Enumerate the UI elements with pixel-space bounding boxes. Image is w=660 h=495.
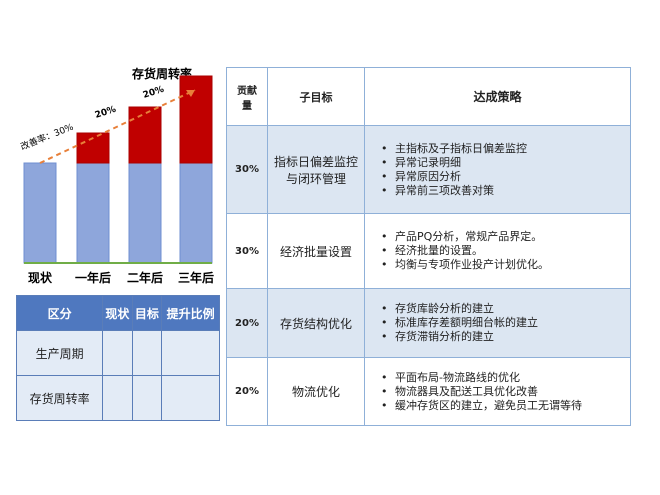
col-header: 提升比例	[161, 295, 220, 331]
strategy-item: 异常前三项改善对策	[381, 184, 630, 198]
col-header: 贡献量	[226, 67, 268, 126]
strategy-item: 均衡与专项作业投产计划优化。	[381, 258, 630, 272]
strategy-list: 主指标及子指标日偏差监控异常记录明细异常原因分析异常前三项改善对策	[365, 142, 630, 198]
row-label: 存货周转率	[15, 375, 104, 421]
col-header: 目标	[131, 295, 163, 331]
strategy-item: 缓冲存货区的建立，避免员工无谓等待	[381, 399, 630, 413]
bar-base	[128, 162, 162, 264]
chart-title: 存货周转率	[131, 66, 192, 81]
row-label: 生产周期	[15, 330, 104, 376]
col-header: 子目标	[267, 67, 365, 126]
sub-goal: 经济批量设置	[267, 213, 365, 289]
cell	[161, 330, 220, 376]
inventory-turnover-chart: 存货周转率 改善率：30% 20% 20% 现状 一年后 二年后 三年后	[19, 66, 214, 285]
contribution: 20%	[226, 288, 268, 358]
sub-goal: 存货结构优化	[267, 288, 365, 358]
table-row: 生产周期	[15, 330, 220, 376]
cell	[131, 330, 163, 376]
bar-base	[179, 162, 213, 264]
cell	[161, 375, 220, 421]
annotation-improve: 改善率：30%	[19, 121, 76, 153]
bar-base	[23, 162, 57, 264]
bar-base	[76, 162, 110, 264]
strategy-cell: 产品PQ分析，常规产品界定。经济批量的设置。均衡与专项作业投产计划优化。	[364, 213, 631, 289]
x-tick-label: 现状	[28, 270, 53, 285]
table-row: 20%存货结构优化存货库龄分析的建立标准库存差额明细台帐的建立存货滞销分析的建立	[226, 288, 631, 358]
strategy-item: 经济批量的设置。	[381, 244, 630, 258]
table-row: 20%物流优化平面布局-物流路线的优化物流器具及配送工具优化改善缓冲存货区的建立…	[226, 357, 631, 426]
sub-goal: 指标日偏差监控与闭环管理	[267, 125, 365, 214]
strategy-item: 产品PQ分析，常规产品界定。	[381, 230, 630, 244]
strategy-list: 存货库龄分析的建立标准库存差额明细台帐的建立存货滞销分析的建立	[365, 302, 630, 344]
col-header: 区分	[15, 295, 104, 331]
bar-increase	[179, 75, 213, 164]
strategy-table: 贡献量 子目标 达成策略 30%指标日偏差监控与闭环管理主指标及子指标日偏差监控…	[226, 67, 631, 426]
strategy-item: 标准库存差额明细台帐的建立	[381, 316, 630, 330]
annotation-y3: 20%	[142, 85, 166, 101]
strategy-item: 异常原因分析	[381, 170, 630, 184]
table-row: 30%指标日偏差监控与闭环管理主指标及子指标日偏差监控异常记录明细异常原因分析异…	[226, 125, 631, 214]
strategy-list: 平面布局-物流路线的优化物流器具及配送工具优化改善缓冲存货区的建立，避免员工无谓…	[365, 371, 630, 413]
strategy-cell: 存货库龄分析的建立标准库存差额明细台帐的建立存货滞销分析的建立	[364, 288, 631, 358]
table-row: 30%经济批量设置产品PQ分析，常规产品界定。经济批量的设置。均衡与专项作业投产…	[226, 213, 631, 289]
strategy-item: 物流器具及配送工具优化改善	[381, 385, 630, 399]
strategy-cell: 平面布局-物流路线的优化物流器具及配送工具优化改善缓冲存货区的建立，避免员工无谓…	[364, 357, 631, 426]
bar-increase	[128, 106, 162, 164]
strategy-item: 存货库龄分析的建立	[381, 302, 630, 316]
trend-arrow	[39, 89, 196, 164]
strategy-item: 主指标及子指标日偏差监控	[381, 142, 630, 156]
cell	[131, 375, 163, 421]
contribution: 30%	[226, 213, 268, 289]
contribution: 30%	[226, 125, 268, 214]
strategy-cell: 主指标及子指标日偏差监控异常记录明细异常原因分析异常前三项改善对策	[364, 125, 631, 214]
col-header: 现状	[102, 295, 133, 331]
strategy-item: 存货滞销分析的建立	[381, 330, 630, 344]
table-row: 存货周转率	[15, 375, 220, 421]
x-tick-label: 三年后	[178, 270, 214, 285]
comparison-table: 区分 现状 目标 提升比例 生产周期 存货周转率	[15, 295, 220, 421]
strategy-item: 平面布局-物流路线的优化	[381, 371, 630, 385]
sub-goal: 物流优化	[267, 357, 365, 426]
x-tick-label: 一年后	[75, 270, 111, 285]
col-header: 达成策略	[364, 67, 631, 126]
strategy-item: 异常记录明细	[381, 156, 630, 170]
contribution: 20%	[226, 357, 268, 426]
x-tick-label: 二年后	[127, 270, 163, 285]
trend-arrowhead	[186, 90, 195, 97]
cell	[102, 330, 133, 376]
bar-increase	[76, 132, 110, 164]
strategy-list: 产品PQ分析，常规产品界定。经济批量的设置。均衡与专项作业投产计划优化。	[365, 230, 630, 272]
annotation-y2: 20%	[94, 105, 118, 121]
cell	[102, 375, 133, 421]
